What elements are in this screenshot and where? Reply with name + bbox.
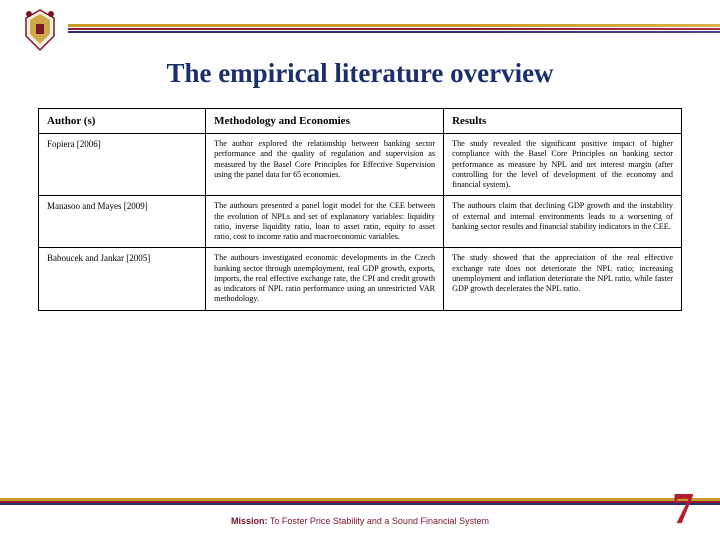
table-header-row: Author (s) Methodology and Economies Res…	[39, 109, 682, 134]
table-row: Baboucek and Jankar [2005] The authours …	[39, 248, 682, 310]
header-stripe-gold	[68, 24, 720, 27]
table-row: Fopiera [2006] The author explored the r…	[39, 134, 682, 196]
cell-author: Manasoo and Mayes [2009]	[39, 196, 206, 248]
page-title: The empirical literature overview	[0, 58, 720, 89]
mission-label: Mission:	[231, 516, 268, 526]
header-stripe-blue	[68, 31, 720, 33]
cell-methodology: The authours investigated economic devel…	[206, 248, 444, 310]
literature-table-container: Author (s) Methodology and Economies Res…	[38, 108, 682, 311]
header-stripe-red	[68, 28, 720, 30]
cell-methodology: The authours presented a panel logit mod…	[206, 196, 444, 248]
cell-author: Baboucek and Jankar [2005]	[39, 248, 206, 310]
literature-table: Author (s) Methodology and Economies Res…	[38, 108, 682, 311]
mission-statement: Mission: To Foster Price Stability and a…	[0, 516, 720, 526]
cell-results: The authours claim that declining GDP gr…	[444, 196, 682, 248]
header-band	[0, 0, 720, 56]
cell-author: Fopiera [2006]	[39, 134, 206, 196]
footer-stripe-blue	[0, 503, 720, 505]
cell-results: The study revealed the significant posit…	[444, 134, 682, 196]
mission-text: To Foster Price Stability and a Sound Fi…	[270, 516, 489, 526]
page-number: 7	[672, 483, 694, 534]
footer-stripes	[0, 498, 720, 506]
table-row: Manasoo and Mayes [2009] The authours pr…	[39, 196, 682, 248]
col-header-author: Author (s)	[39, 109, 206, 134]
cell-results: The study showed that the appreciation o…	[444, 248, 682, 310]
col-header-results: Results	[444, 109, 682, 134]
col-header-methodology: Methodology and Economies	[206, 109, 444, 134]
cell-methodology: The author explored the relationship bet…	[206, 134, 444, 196]
institution-logo	[14, 4, 66, 56]
